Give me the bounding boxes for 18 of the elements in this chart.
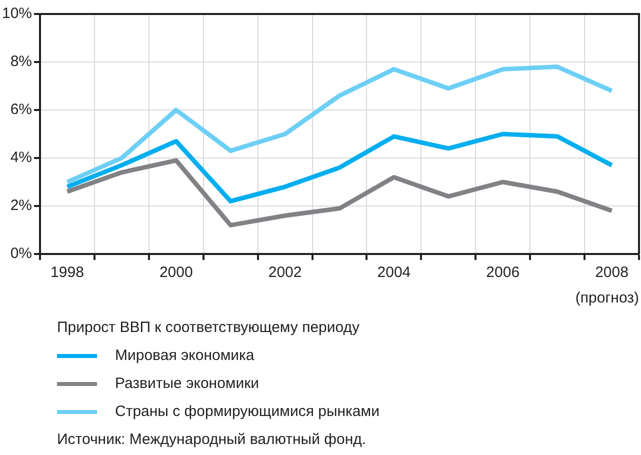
x-tick-label: 2004 — [377, 264, 411, 282]
y-tick-label: 10% — [2, 5, 32, 22]
y-tick-label: 2% — [10, 197, 32, 214]
legend-title: Прирост ВВП к соответствующему периоду — [57, 318, 361, 338]
y-tick-label: 8% — [10, 53, 32, 70]
y-tick-label: 6% — [10, 101, 32, 118]
y-tick-label: 0% — [10, 245, 32, 262]
legend-label: Мировая экономика — [115, 346, 254, 366]
legend-label: Страны с формирующимися рынками — [115, 402, 380, 422]
text: Источник: Международный валютный фонд. — [57, 430, 368, 450]
x-tick-label: 2000 — [159, 264, 193, 282]
x-tick-label: 2006 — [486, 264, 520, 282]
text: (прогноз) — [575, 290, 640, 307]
x-tick-label: 2008 — [595, 264, 628, 282]
x-tick-label: 2002 — [268, 264, 302, 282]
legend-label: Развитые экономики — [115, 374, 260, 394]
y-tick-label: 4% — [10, 149, 32, 166]
x-tick-label: 1998 — [50, 264, 84, 282]
